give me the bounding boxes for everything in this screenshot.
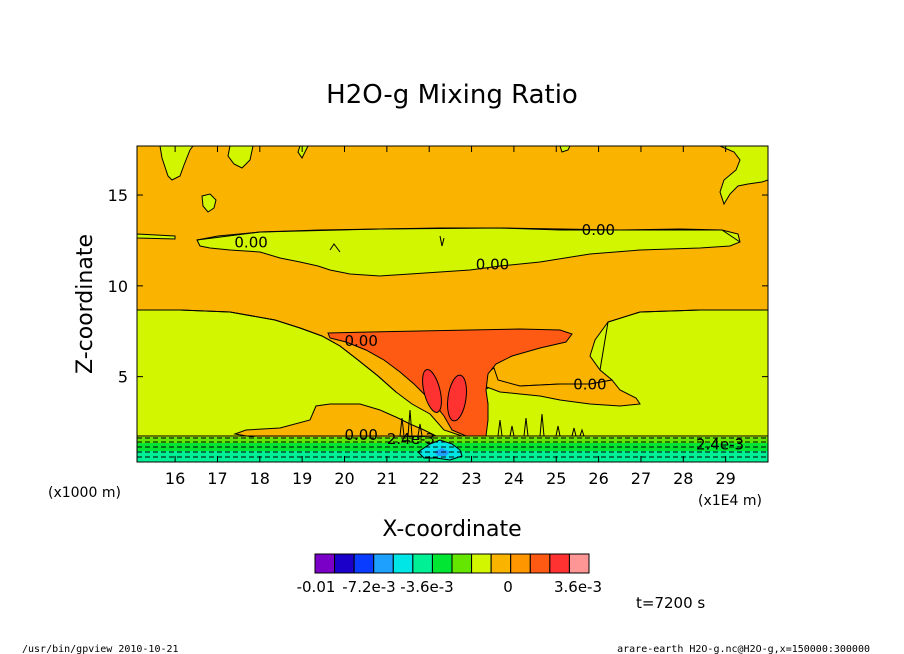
colorbar-cell bbox=[412, 553, 433, 574]
chart-title: H2O-g Mixing Ratio bbox=[326, 80, 578, 110]
y-unit-label: (x1000 m) bbox=[48, 485, 121, 501]
x-tick-label: 22 bbox=[419, 469, 439, 488]
contour-label: 2.4e-3 bbox=[696, 435, 744, 453]
colorbar-cell bbox=[510, 553, 531, 574]
x-tick-label: 25 bbox=[546, 469, 566, 488]
contour-label: 0.00 bbox=[345, 426, 378, 444]
x-tick-label: 18 bbox=[250, 469, 270, 488]
colorbar-cell bbox=[451, 553, 473, 574]
x-tick-label: 23 bbox=[461, 469, 481, 488]
colorbar-tick-label: -0.01 bbox=[297, 578, 336, 596]
field-stem-spikes bbox=[399, 409, 585, 437]
x-tick-label: 26 bbox=[588, 469, 608, 488]
x-tick-label: 29 bbox=[715, 469, 735, 488]
footer-left: /usr/bin/gpview 2010-10-21 bbox=[22, 644, 179, 654]
field-top-patch-small bbox=[201, 193, 217, 213]
colorbar-tick-label: 0 bbox=[503, 578, 513, 596]
x-tick-label: 16 bbox=[165, 469, 185, 488]
field-core-right bbox=[447, 374, 467, 422]
contour-label: 2.4e-3 bbox=[387, 430, 435, 448]
contour-label: 0.00 bbox=[476, 255, 509, 273]
field-cloud bbox=[327, 328, 573, 437]
plot-area bbox=[136, 145, 769, 463]
colorbar-cell bbox=[334, 553, 355, 574]
contour-label: 0.00 bbox=[234, 234, 267, 252]
colorbar-tick-label: 3.6e-3 bbox=[554, 578, 602, 596]
colorbar-cell bbox=[529, 553, 551, 574]
x-unit-label: (x1E4 m) bbox=[698, 493, 762, 509]
field-orange-pocket-right bbox=[483, 367, 641, 407]
colorbar-tick-label: -7.2e-3 bbox=[342, 578, 395, 596]
colorbar-cell bbox=[490, 553, 512, 574]
axis-ticks: 16 17 18 19 20 21 22 23 24 25 26 27 28 29 5 10 15 bbox=[108, 146, 768, 488]
x-axis-label: X-coordinate bbox=[382, 517, 521, 542]
x-tick-label: 24 bbox=[504, 469, 524, 488]
y-axis-label: Z-coordinate bbox=[73, 234, 98, 374]
colorbar-cell bbox=[353, 553, 375, 574]
field-bl-green bbox=[137, 437, 768, 443]
field-bl-dashes bbox=[137, 437, 768, 458]
y-tick-label: 5 bbox=[118, 368, 128, 387]
colorbar-cell bbox=[431, 553, 453, 574]
x-tick-label: 19 bbox=[292, 469, 312, 488]
footer-right: arare-earth_H2O-g.nc@H2O-g,x=150000:3000… bbox=[617, 644, 870, 654]
x-tick-label: 17 bbox=[207, 469, 227, 488]
field-zero-contours bbox=[137, 227, 768, 437]
x-tick-label: 27 bbox=[631, 469, 651, 488]
contour-label: 0.00 bbox=[582, 221, 615, 239]
x-tick-label: 20 bbox=[334, 469, 354, 488]
field-left-sliver bbox=[137, 233, 176, 240]
time-annotation: t=7200 s bbox=[636, 594, 705, 612]
y-tick-label: 15 bbox=[108, 186, 128, 205]
colorbar-tick-label: -3.6e-3 bbox=[400, 578, 453, 596]
field-top-patches bbox=[137, 146, 768, 206]
colorbar-cell bbox=[471, 553, 492, 574]
x-tick-label: 28 bbox=[673, 469, 693, 488]
colorbar-cell bbox=[568, 553, 590, 574]
colorbar bbox=[314, 553, 590, 574]
contour-label: 0.00 bbox=[345, 332, 378, 350]
plot-frame bbox=[136, 145, 769, 463]
colorbar-cell bbox=[392, 553, 414, 574]
contour-label: 0.00 bbox=[573, 375, 606, 393]
colorbar-cell bbox=[314, 553, 336, 574]
colorbar-cell bbox=[549, 553, 570, 574]
contour-labels: 0.00 0.00 0.00 0.00 0.00 0.00 2.4e-3 2.4e-3 bbox=[234, 221, 744, 453]
y-tick-label: 10 bbox=[108, 277, 128, 296]
colorbar-cell bbox=[373, 553, 394, 574]
x-tick-label: 21 bbox=[377, 469, 397, 488]
field-core-left bbox=[422, 369, 442, 413]
colorbar-labels: -0.01 -7.2e-3 -3.6e-3 0 3.6e-3 bbox=[297, 578, 602, 596]
